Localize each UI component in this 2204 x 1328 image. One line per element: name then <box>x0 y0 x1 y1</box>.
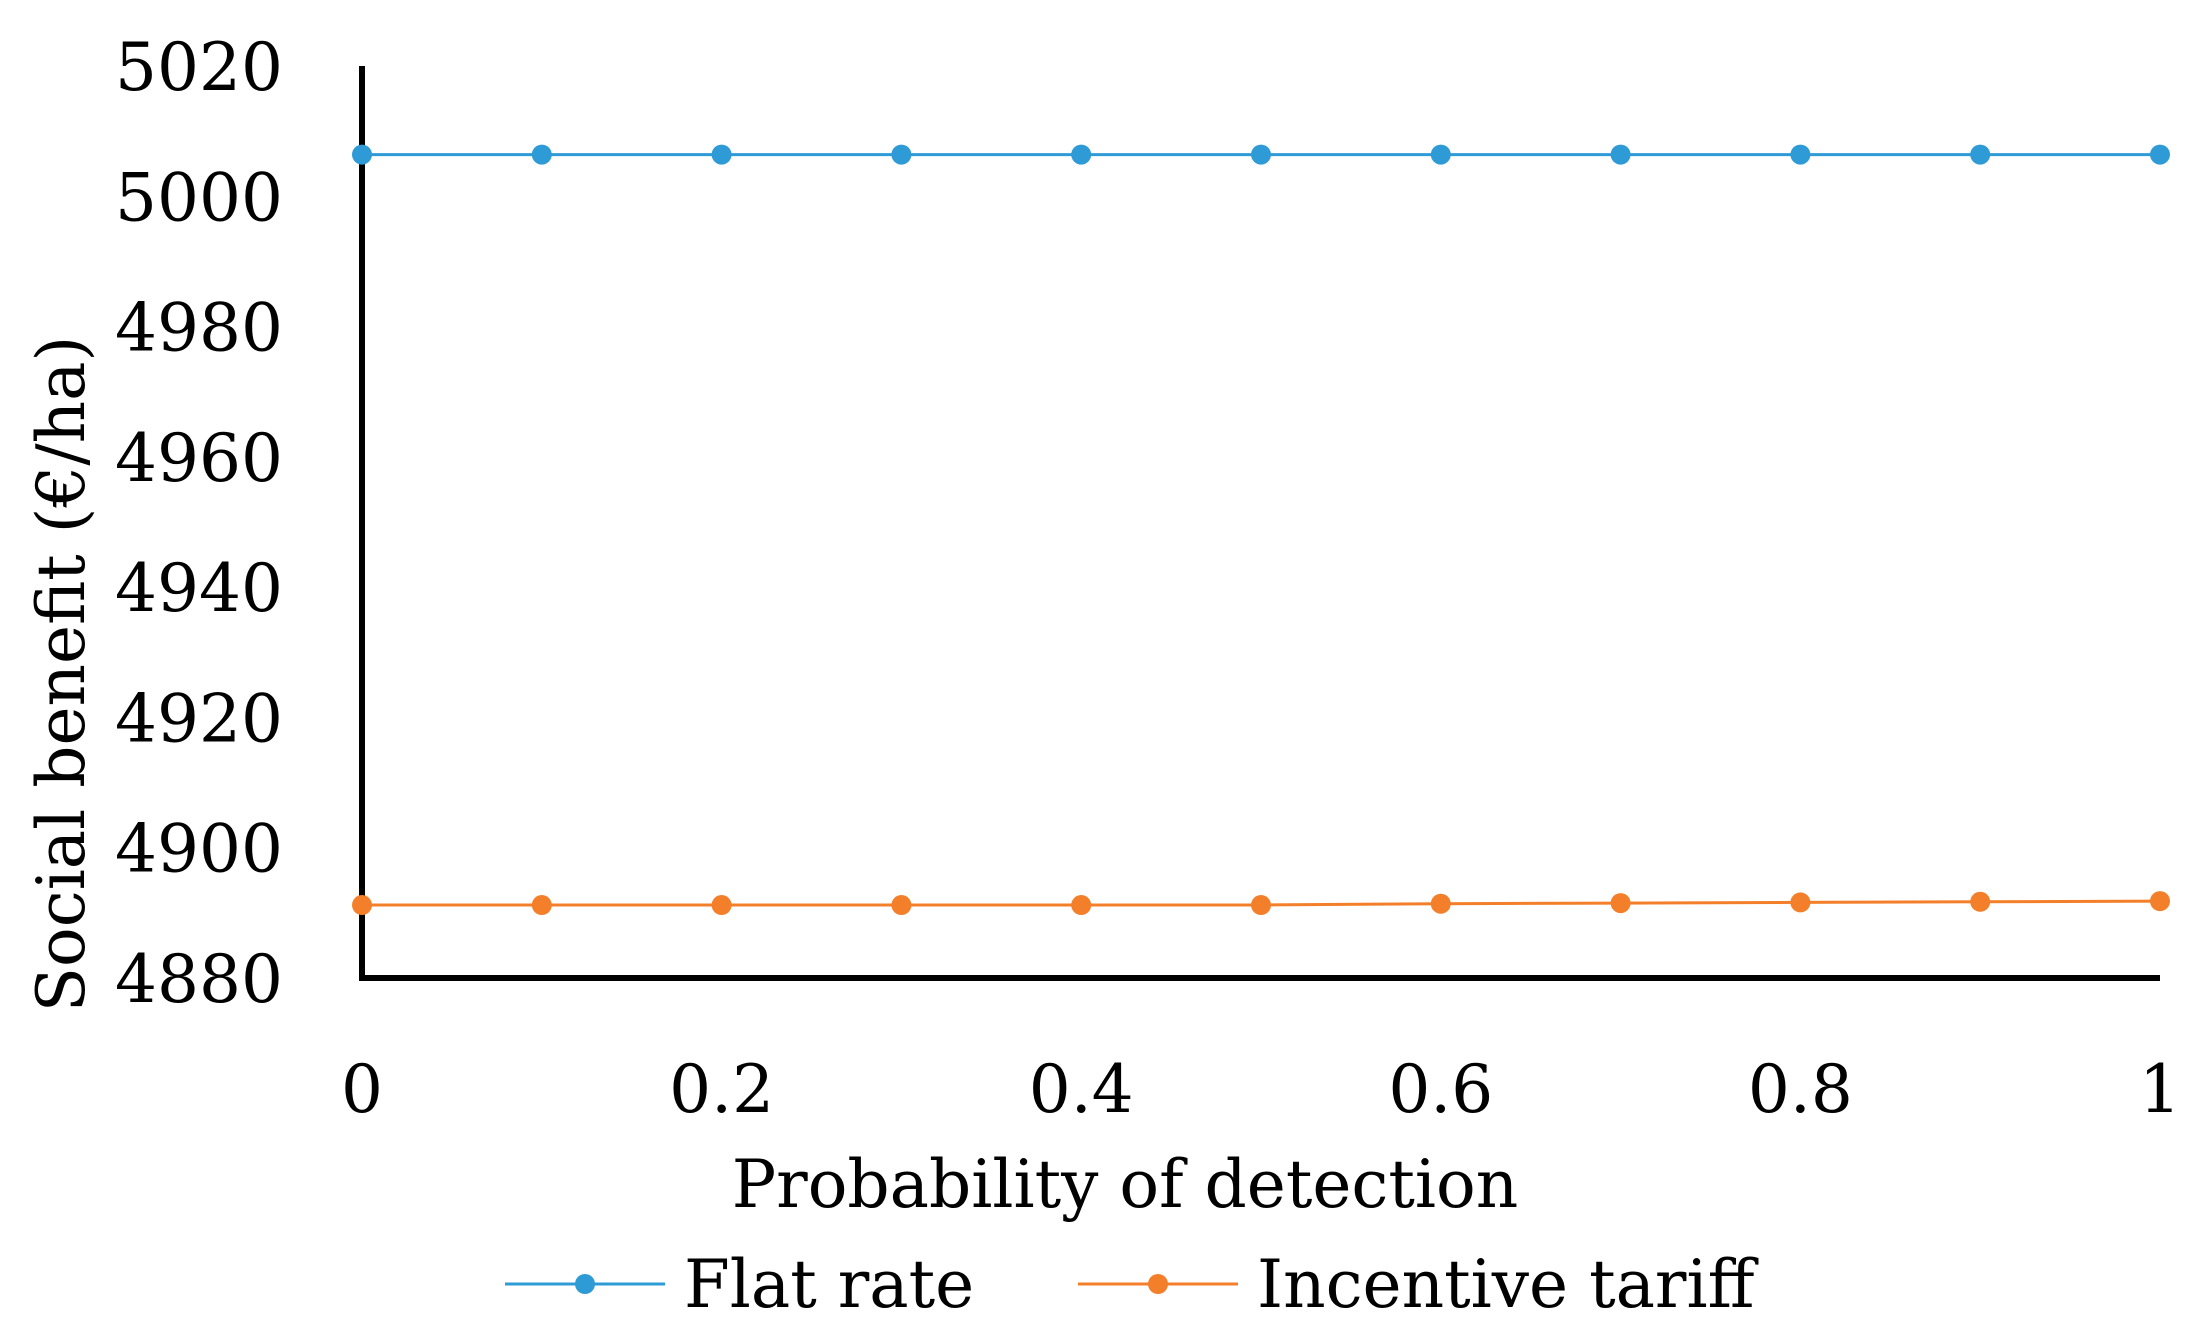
data-point-incentive-tariff <box>1790 892 1811 913</box>
data-point-incentive-tariff <box>1430 893 1451 914</box>
series-incentive-tariff <box>352 891 2170 916</box>
x-tick-label: 0.6 <box>1388 1051 1493 1128</box>
x-axis-title: Probability of detection <box>732 1146 1519 1223</box>
data-point-incentive-tariff <box>1071 895 1092 916</box>
x-tick-label: 1 <box>2139 1051 2181 1128</box>
data-point-flat-rate <box>1430 144 1451 165</box>
legend-item-incentive-tariff: Incentive tariff <box>1078 1246 1759 1323</box>
x-tick-labels: 0 0.2 0.4 0.6 0.8 1 <box>341 1051 2181 1128</box>
data-point-incentive-tariff <box>1970 891 1991 912</box>
data-point-incentive-tariff <box>2150 891 2170 912</box>
x-tick-label: 0.8 <box>1748 1051 1853 1128</box>
data-point-flat-rate <box>531 144 552 165</box>
data-point-flat-rate <box>1970 144 1991 165</box>
y-tick-label: 4940 <box>115 550 283 627</box>
data-point-flat-rate <box>1251 144 1271 165</box>
axes <box>359 66 2160 981</box>
data-point-flat-rate <box>1790 144 1811 165</box>
y-tick-label: 5020 <box>115 29 283 106</box>
legend-marker-dot <box>575 1274 595 1294</box>
data-point-flat-rate <box>1610 144 1631 165</box>
data-point-incentive-tariff <box>1610 893 1631 914</box>
legend-item-flat-rate: Flat rate <box>505 1246 974 1323</box>
data-point-flat-rate <box>2150 144 2170 165</box>
data-point-incentive-tariff <box>531 895 552 916</box>
y-tick-label: 4880 <box>115 941 283 1018</box>
series-group <box>352 144 2170 916</box>
legend-label-flat-rate: Flat rate <box>684 1246 974 1323</box>
y-tick-label: 4960 <box>115 420 283 497</box>
data-point-incentive-tariff <box>1251 895 1271 916</box>
data-point-flat-rate <box>891 144 912 165</box>
x-tick-label: 0 <box>341 1051 383 1128</box>
y-tick-label: 4900 <box>115 811 283 888</box>
x-tick-label: 0.4 <box>1029 1051 1134 1128</box>
data-point-flat-rate <box>352 144 372 165</box>
data-point-incentive-tariff <box>352 895 372 916</box>
series-flat-rate <box>352 144 2170 165</box>
x-tick-label: 0.2 <box>669 1051 774 1128</box>
y-tick-label: 4920 <box>115 680 283 757</box>
y-axis-title: Social benefit (€/ha) <box>23 336 100 1012</box>
legend-label-incentive-tariff: Incentive tariff <box>1257 1246 1759 1323</box>
y-tick-label: 4980 <box>115 290 283 367</box>
data-point-incentive-tariff <box>891 895 912 916</box>
legend: Flat rate Incentive tariff <box>505 1246 1759 1323</box>
data-point-flat-rate <box>711 144 732 165</box>
y-tick-label: 5000 <box>115 159 283 236</box>
data-point-flat-rate <box>1071 144 1092 165</box>
y-tick-labels: 4880 4900 4920 4940 4960 4980 5000 5020 <box>115 29 283 1018</box>
legend-marker-dot <box>1148 1274 1168 1294</box>
data-point-incentive-tariff <box>711 895 732 916</box>
